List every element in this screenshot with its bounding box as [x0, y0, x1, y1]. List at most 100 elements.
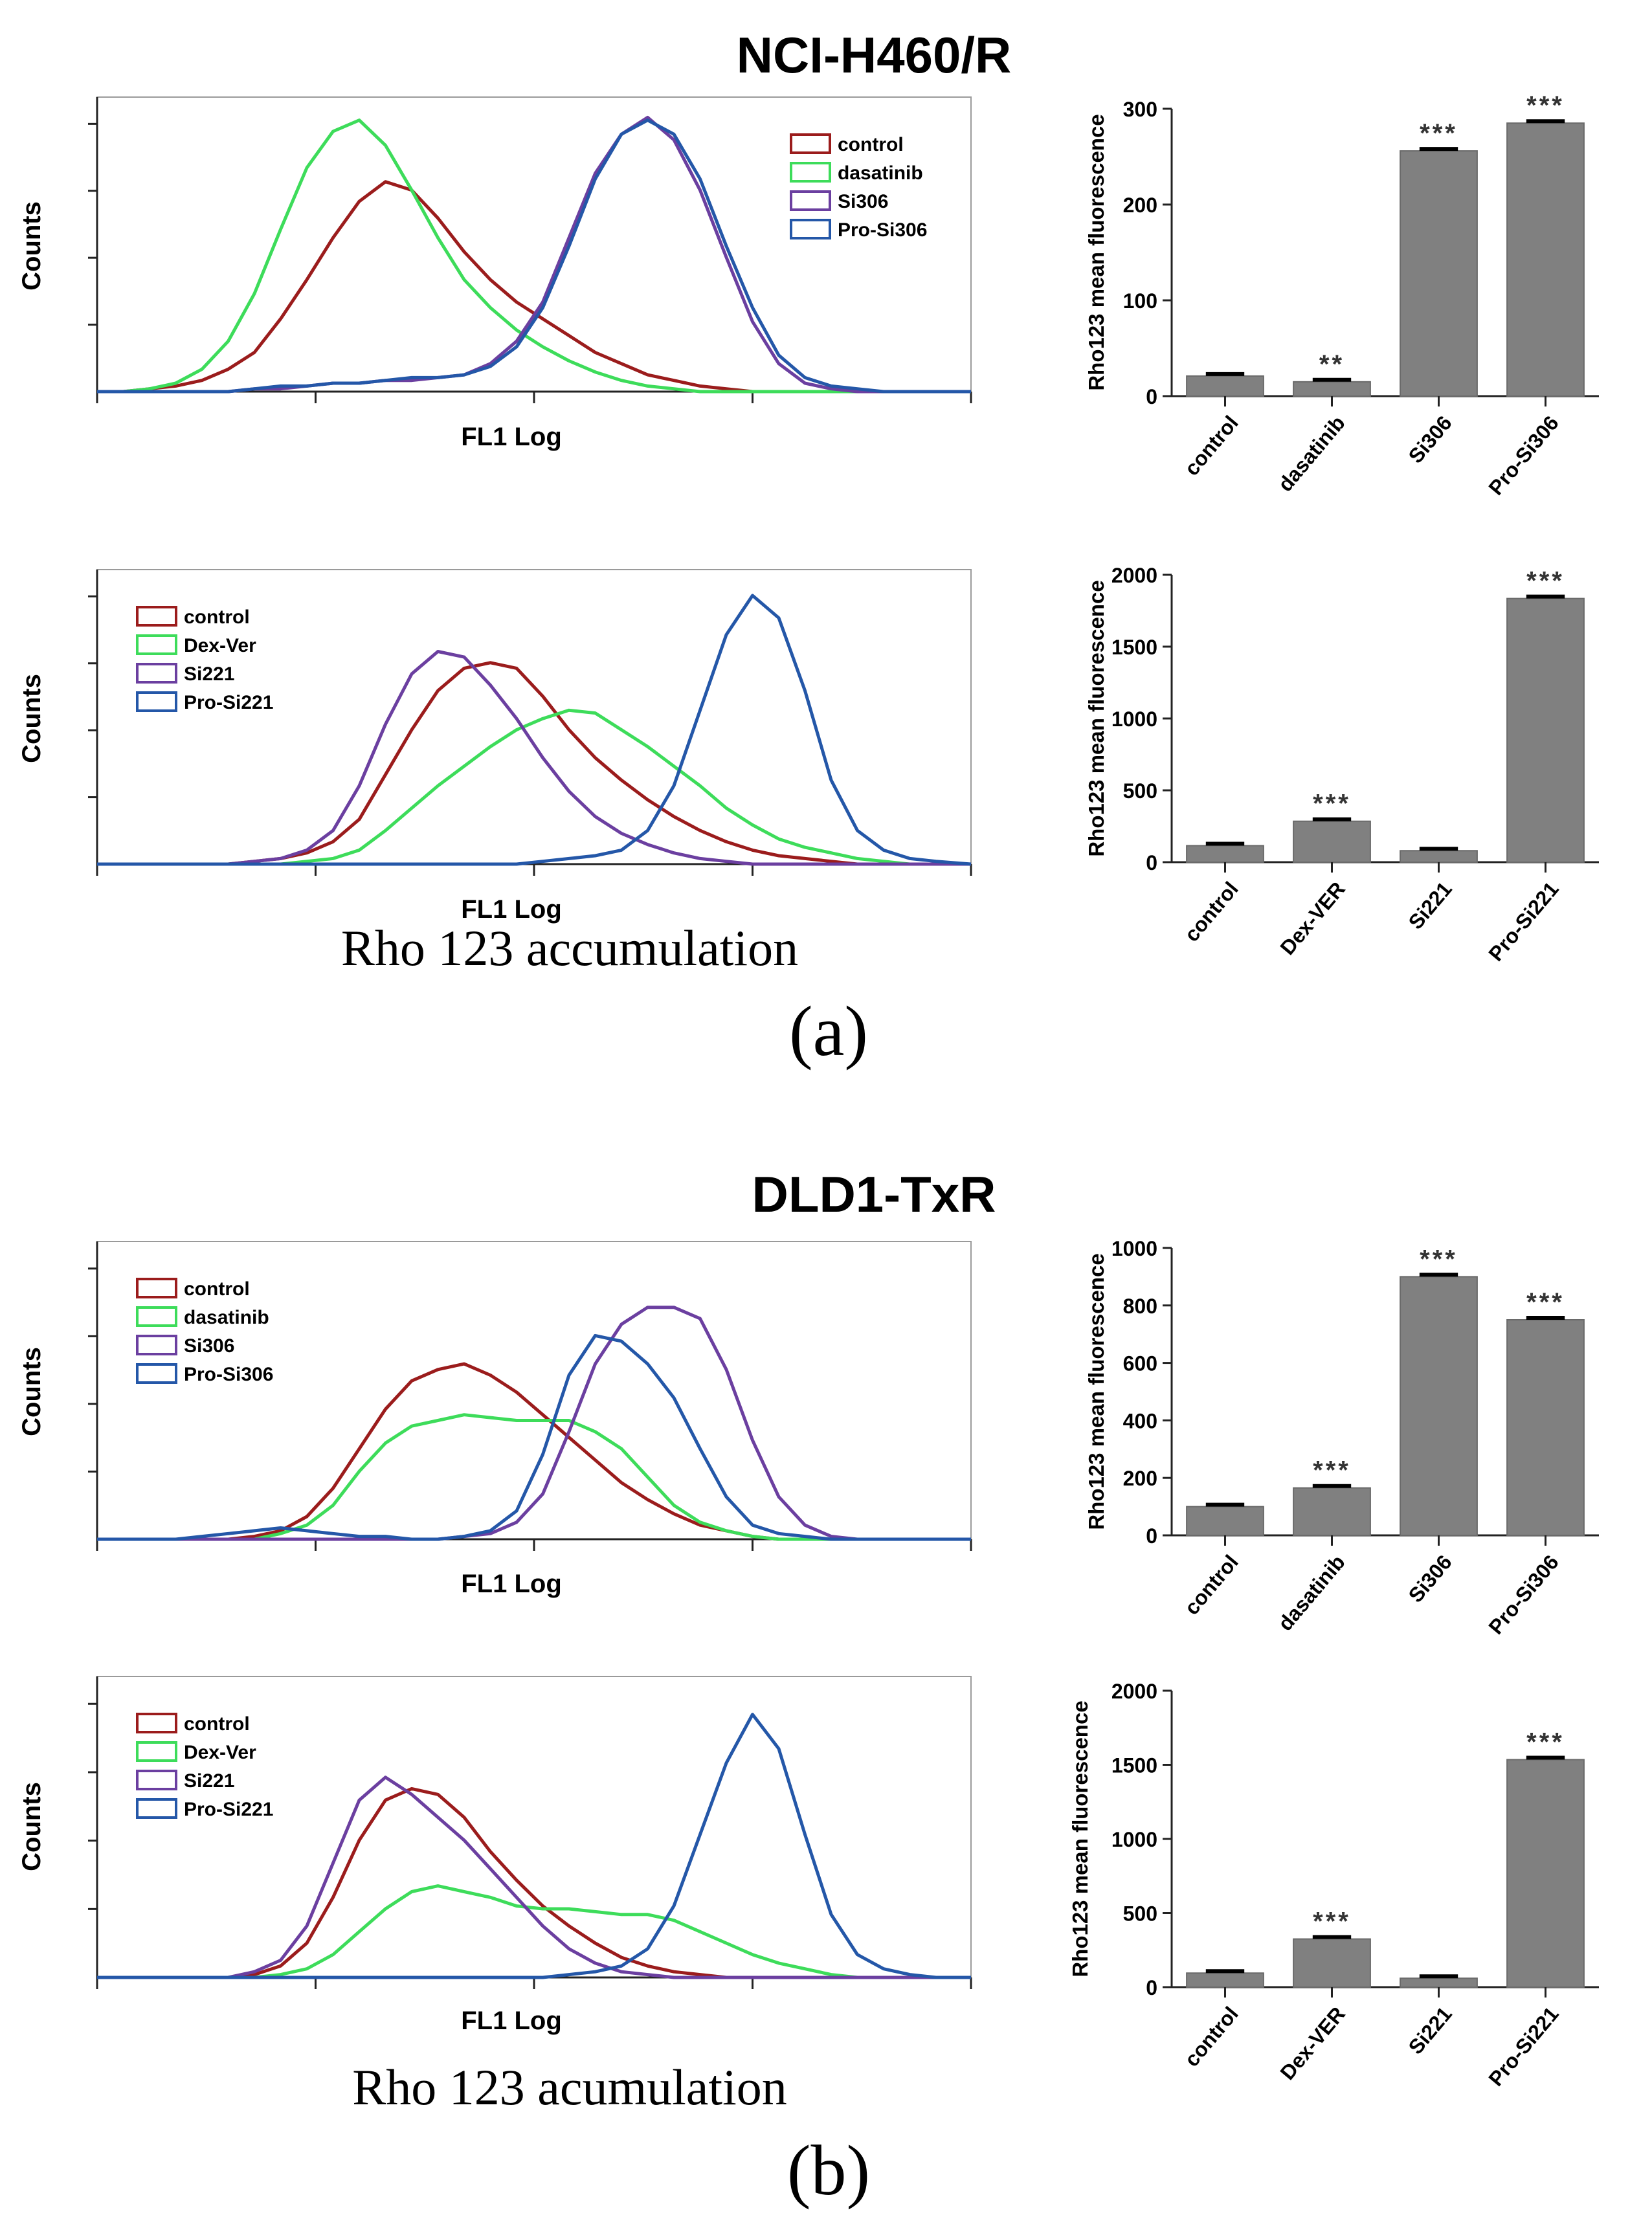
hist_a2-legend-label: Dex-Ver [184, 635, 256, 656]
hist_a2-legend-swatch [136, 691, 177, 712]
bar_a2-y-tick-label: 1500 [1111, 636, 1157, 659]
bar_b2-significance: *** [1313, 1908, 1351, 1936]
bar_a1-bar-si306 [1400, 150, 1478, 397]
hist_a1-legend-label: dasatinib [838, 162, 923, 184]
bar_a1-significance: *** [1420, 119, 1458, 148]
hist_b1-legend-swatch [136, 1278, 177, 1298]
hist_a1-legend-swatch [790, 190, 831, 211]
hist_a1-series-si306 [97, 115, 971, 394]
bar_b1-significance: *** [1313, 1456, 1351, 1485]
bar_b1-bar-dasatinib [1293, 1487, 1371, 1536]
hist_a1-legend-swatch [790, 219, 831, 239]
hist_b2-legend-swatch [136, 1798, 177, 1819]
bar_b2-y-tick-label: 500 [1123, 1902, 1157, 1926]
bar_a1-bar-dasatinib [1293, 381, 1371, 397]
bar_b2-category-label: Pro-Si221 [1484, 2002, 1563, 2090]
bar_a2-y-tick-label: 2000 [1111, 564, 1157, 587]
bar_b1-bar-pro-si306 [1506, 1319, 1585, 1536]
bar_a1-y-tick-label: 0 [1146, 385, 1157, 408]
hist_b2-legend-label: control [184, 1713, 250, 1735]
hist_b1-series-control [97, 1362, 971, 1541]
hist_a2-legend-label: control [184, 607, 250, 628]
bar_a2-category-label: Si221 [1404, 877, 1457, 933]
bar_a2-bar-si221 [1400, 850, 1478, 863]
bar_b2-bar-pro-si221 [1506, 1759, 1585, 1988]
bar_a2-category-label: Pro-Si221 [1484, 877, 1563, 965]
bar_a2-y-tick-label: 500 [1123, 779, 1157, 803]
bar_b1-significance: *** [1420, 1245, 1458, 1273]
hist_b2-y-label: Counts [17, 1782, 46, 1871]
hist_b1-series-pro-si306 [97, 1333, 971, 1541]
hist_a1-legend-label: Si306 [838, 191, 888, 212]
bar_a2-category-label: control [1180, 877, 1243, 946]
bar_a2-bar-pro-si221 [1506, 597, 1585, 863]
hist_b1-legend-label: control [184, 1278, 250, 1300]
bar_a2-y-tick-label: 0 [1146, 851, 1157, 874]
bar_b1-y-tick-label: 0 [1146, 1524, 1157, 1548]
hist_b2-legend-swatch [136, 1741, 177, 1762]
hist_a2-x-label: FL1 Log [461, 895, 562, 924]
bar_b1-y-tick-label: 200 [1123, 1467, 1157, 1490]
bar_b2-bar-control [1186, 1972, 1264, 1988]
bar_b2-category-label: Si221 [1404, 2002, 1457, 2058]
hist_b2-legend-label: Dex-Ver [184, 1742, 256, 1763]
hist_b1-y-label: Counts [17, 1347, 46, 1436]
bar_a2-bar-control [1186, 845, 1264, 863]
bar_b1-category-label: Pro-Si306 [1484, 1550, 1563, 1638]
hist_b2-series-si221 [97, 1775, 971, 1979]
bar_b1-y-tick-label: 400 [1123, 1409, 1157, 1432]
bar_a2-significance: *** [1526, 567, 1565, 595]
bar_b2-category-label: control [1180, 2002, 1243, 2071]
hist_a1-series-dasatinib [97, 118, 971, 394]
bar_a2-significance: *** [1313, 790, 1351, 818]
bar_a1-category-label: dasatinib [1273, 411, 1350, 496]
hist_a2-series-pro-si221 [97, 594, 972, 866]
hist_b2-legend-label: Pro-Si221 [184, 1799, 273, 1820]
bar_a1-y-tick-label: 100 [1123, 289, 1157, 313]
hist_a1-y-label: Counts [17, 201, 46, 291]
bar_b2-y-tick-label: 2000 [1111, 1680, 1157, 1703]
bar_b1-category-label: control [1180, 1550, 1243, 1619]
bar_b1-category-label: Si306 [1404, 1550, 1457, 1607]
section-b-caption: Rho 123 acumulation [352, 2059, 787, 2115]
hist_a1-x-label: FL1 Log [461, 423, 562, 451]
bar_b1-y-tick-label: 600 [1123, 1352, 1157, 1375]
bar_a2-y-label: Rho123 mean fluorescence [1084, 580, 1108, 856]
hist_b1-legend-swatch [136, 1363, 177, 1384]
hist_a1-legend-swatch [790, 162, 831, 183]
bar_a1-significance: ** [1319, 350, 1345, 379]
hist_b2-series-pro-si221 [97, 1713, 971, 1979]
bar_b2-y-tick-label: 1000 [1111, 1828, 1157, 1851]
hist_b2-legend-swatch [136, 1713, 177, 1733]
hist_b1-legend-swatch [136, 1335, 177, 1355]
hist_b1-legend-label: dasatinib [184, 1307, 269, 1328]
bar_b2-bar-si221 [1400, 1977, 1478, 1988]
bar_b1-y-label: Rho123 mean fluorescence [1084, 1253, 1108, 1530]
hist_a1-legend-label: control [838, 134, 904, 155]
hist_b2-legend-swatch [136, 1770, 177, 1790]
section-a-title: NCI-H460/R [736, 27, 1012, 83]
bar_b1-significance: *** [1526, 1288, 1565, 1317]
bar_b1-bar-control [1186, 1506, 1264, 1537]
hist_a2-y-label: Counts [17, 674, 46, 763]
hist_a1-legend-swatch [790, 133, 831, 154]
bar_a1-category-label: Si306 [1404, 411, 1457, 467]
hist_b1-legend-label: Pro-Si306 [184, 1364, 273, 1385]
hist_a2-legend-swatch [136, 663, 177, 684]
hist_a1-series-pro-si306 [97, 118, 971, 394]
hist_a2-legend-label: Si221 [184, 663, 234, 685]
bar_b1-bar-si306 [1400, 1276, 1478, 1537]
bar_a1-category-label: control [1180, 411, 1243, 480]
bar_a1-y-label: Rho123 mean fluorescence [1084, 114, 1108, 390]
bar_b1-category-label: dasatinib [1273, 1550, 1350, 1635]
hist_b1-x-label: FL1 Log [461, 1570, 562, 1598]
bar_a1-y-tick-label: 200 [1123, 194, 1157, 217]
bar_a1-significance: *** [1526, 91, 1565, 120]
hist_b1-legend-label: Si306 [184, 1335, 234, 1357]
bar_a1-bar-control [1186, 375, 1264, 397]
bar_a1-y-tick-label: 300 [1123, 98, 1157, 121]
bar_b2-category-label: Dex-VER [1275, 2002, 1349, 2084]
bar_b2-significance: *** [1526, 1728, 1565, 1756]
section-b-label: (b) [787, 2131, 871, 2210]
